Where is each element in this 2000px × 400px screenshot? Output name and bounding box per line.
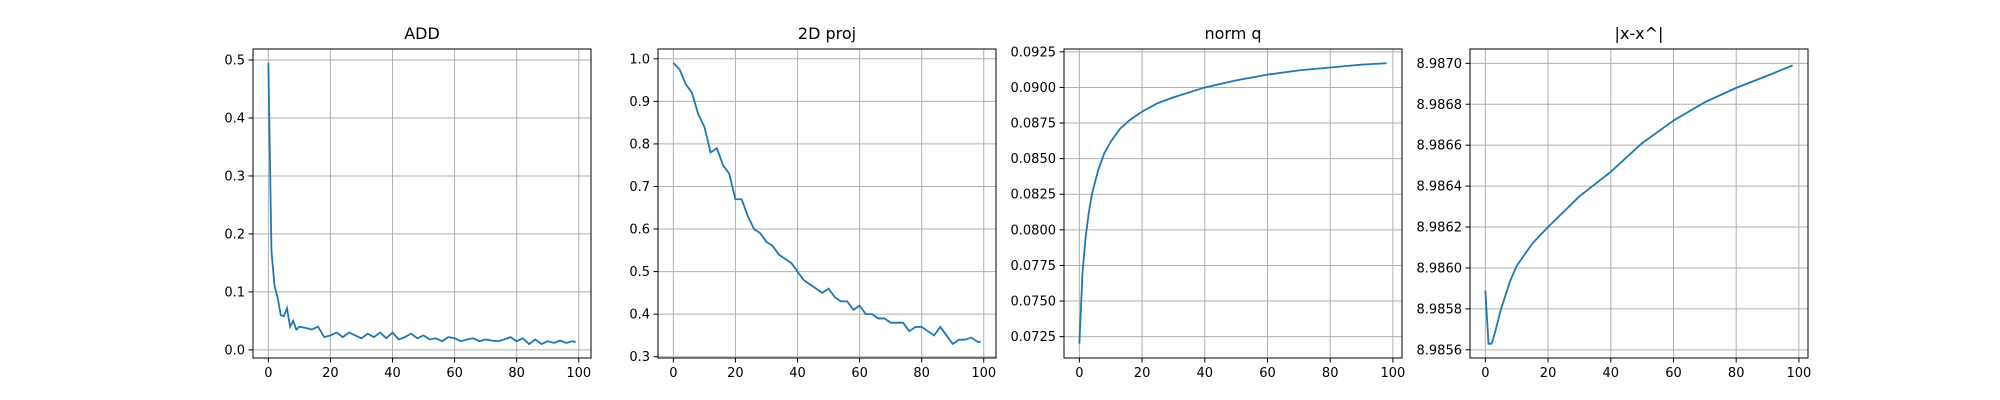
data-line xyxy=(1484,64,1793,345)
y-tick-label: 0.4 xyxy=(629,308,650,323)
y-tick-label: 8.9860 xyxy=(1417,261,1463,276)
x-tick-label: 80 xyxy=(1322,366,1339,381)
y-tick-label: 8.9866 xyxy=(1417,139,1463,154)
data-line xyxy=(267,62,576,346)
x-tick-label: 100 xyxy=(1786,366,1811,381)
axes-frame xyxy=(1469,48,1809,359)
data-line xyxy=(1078,62,1387,344)
x-tick-label: 0 xyxy=(1481,366,1489,381)
x-tick-label: 20 xyxy=(1134,366,1151,381)
subplot: norm q 0 20 40 60 80 100 0.0725 0.0750 0.0775 0.08… xyxy=(1011,24,1406,381)
x-tick-label: 40 xyxy=(1197,366,1214,381)
y-tick-label: 0.3 xyxy=(224,169,245,184)
y-tick-label: 0.0825 xyxy=(1011,188,1057,203)
x-tick-label: 20 xyxy=(1540,366,1557,381)
y-tick-label: 0.3 xyxy=(629,350,650,365)
x-tick-label: 20 xyxy=(727,366,744,381)
y-tick-label: 0.4 xyxy=(224,111,245,126)
axes-frame xyxy=(657,48,997,359)
y-tick-label: 0.0850 xyxy=(1011,152,1057,167)
y-tick-label: 0.5 xyxy=(629,265,650,280)
y-tick-label: 0.0900 xyxy=(1011,81,1057,96)
x-tick-label: 100 xyxy=(971,366,996,381)
y-tick-label: 8.9868 xyxy=(1417,98,1463,113)
y-tick-label: 8.9864 xyxy=(1417,180,1463,195)
x-tick-label: 60 xyxy=(1665,366,1682,381)
y-tick-label: 0.0 xyxy=(224,343,245,358)
y-tick-label: 0.0925 xyxy=(1011,45,1057,60)
y-tick-label: 0.8 xyxy=(629,137,650,152)
subplot: |x-x^| 0 20 40 60 80 100 8.9856 8.9858 8.9860 8.98… xyxy=(1417,24,1812,381)
subplot-title: ADD xyxy=(404,24,440,43)
x-tick-label: 40 xyxy=(1603,366,1620,381)
y-tick-label: 0.0725 xyxy=(1011,330,1057,345)
x-tick-label: 0 xyxy=(264,366,272,381)
x-tick-label: 60 xyxy=(1259,366,1276,381)
x-tick-label: 60 xyxy=(851,366,868,381)
y-tick-label: 0.0750 xyxy=(1011,295,1057,310)
y-tick-label: 8.9858 xyxy=(1417,302,1463,317)
y-tick-label: 0.2 xyxy=(224,227,245,242)
axes-frame xyxy=(252,48,592,359)
y-tick-label: 8.9862 xyxy=(1417,221,1463,236)
subplot: ADD 0 20 40 60 80 100 0.0 0.1 0.2 0.3 0.4 0.5 xyxy=(224,24,592,381)
subplot-title: norm q xyxy=(1204,24,1261,43)
x-tick-label: 20 xyxy=(322,366,339,381)
x-tick-label: 0 xyxy=(1075,366,1083,381)
subplot-title: |x-x^| xyxy=(1615,24,1664,43)
data-line xyxy=(672,62,981,346)
y-tick-label: 8.9856 xyxy=(1417,343,1463,358)
y-tick-label: 0.6 xyxy=(629,223,650,238)
y-tick-label: 1.0 xyxy=(629,52,650,67)
subplot: 2D proj 0 20 40 60 80 100 0.3 0.4 0.5 0.6 0.7 0.8 0.9… xyxy=(629,24,997,381)
x-tick-label: 80 xyxy=(508,366,525,381)
x-tick-label: 80 xyxy=(1728,366,1745,381)
y-tick-label: 0.5 xyxy=(224,54,245,69)
y-tick-label: 0.0775 xyxy=(1011,259,1057,274)
axes-frame xyxy=(1063,48,1403,359)
y-tick-label: 0.9 xyxy=(629,95,650,110)
x-tick-label: 100 xyxy=(1380,366,1405,381)
y-tick-label: 0.7 xyxy=(629,180,650,195)
subplot-title: 2D proj xyxy=(798,24,856,43)
y-tick-label: 0.1 xyxy=(224,285,245,300)
x-tick-label: 60 xyxy=(446,366,463,381)
y-tick-label: 0.0800 xyxy=(1011,223,1057,238)
x-tick-label: 40 xyxy=(384,366,401,381)
x-tick-label: 0 xyxy=(669,366,677,381)
x-tick-label: 40 xyxy=(789,366,806,381)
y-tick-label: 8.9870 xyxy=(1417,57,1463,72)
y-tick-label: 0.0875 xyxy=(1011,117,1057,132)
x-tick-label: 80 xyxy=(913,366,930,381)
x-tick-label: 100 xyxy=(566,366,591,381)
